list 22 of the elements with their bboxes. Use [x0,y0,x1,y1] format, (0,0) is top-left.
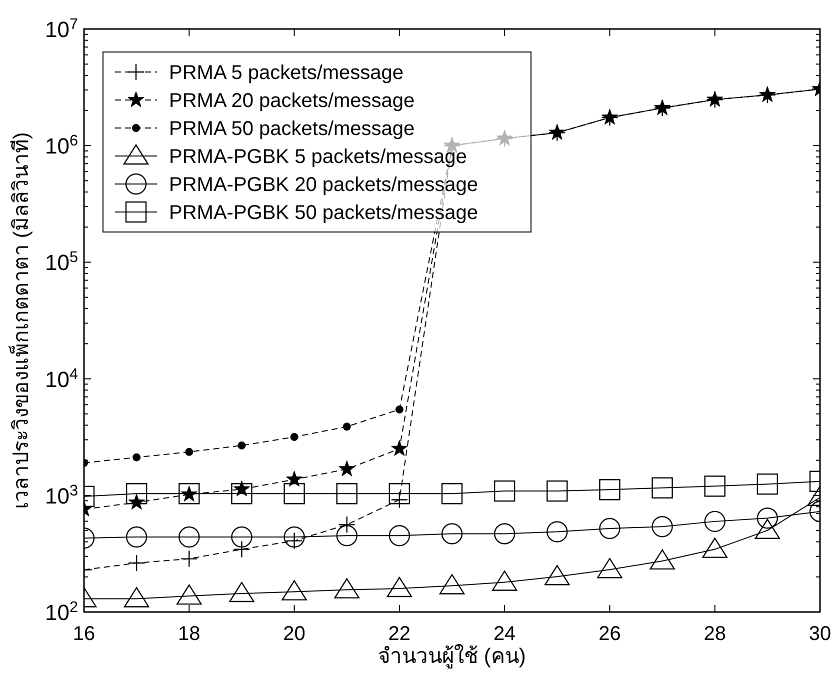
legend-label: PRMA 5 packets/message [169,62,404,84]
legend-label: PRMA-PGBK 50 packets/message [169,202,478,224]
y-tick-label: 10$^{6}$ [44,132,78,159]
x-tick-label: 20 [283,623,306,645]
x-tick-label: 30 [808,623,832,645]
legend-label: PRMA-PGBK 5 packets/message [169,146,467,168]
y-tick-label: 10$^{7}$ [44,16,78,42]
legend-label: PRMA-PGBK 20 packets/message [169,174,478,196]
ylabel: เวลาประวิงของแพ็กเกตดาตา (มิลลิวินาที) [10,132,33,509]
x-tick-label: 22 [388,623,411,645]
y-tick-label: 10$^{2}$ [44,598,78,625]
y-tick-label: 10$^{3}$ [44,482,78,508]
legend-label: PRMA 20 packets/message [169,90,415,112]
y-tick-label: 10$^{4}$ [44,365,78,392]
x-tick-label: 18 [178,623,200,645]
x-tick-label: 24 [493,623,516,645]
x-tick-label: 26 [598,623,621,645]
y-tick-label: 10$^{5}$ [44,248,78,276]
legend-label: PRMA 50 packets/message [169,118,415,140]
x-tick-label: 16 [72,623,96,645]
xlabel: จำนวนผู้ใช้ (คน) [378,645,526,668]
x-tick-label: 28 [704,623,726,645]
